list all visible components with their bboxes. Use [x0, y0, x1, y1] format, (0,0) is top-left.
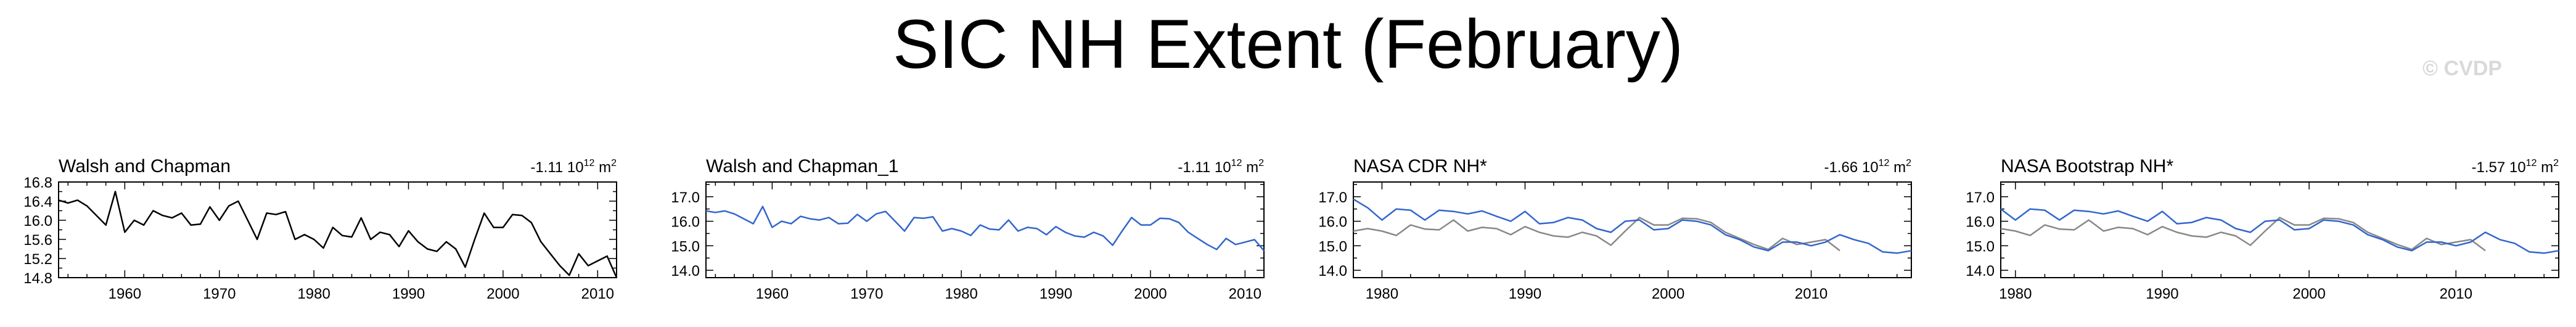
- y-tick-label: 15.2: [23, 251, 52, 268]
- trend-label: -1.57 1012 m2: [2472, 158, 2559, 176]
- x-tick-label: 2010: [1795, 286, 1827, 302]
- y-tick-label: 17.0: [671, 189, 700, 206]
- x-tick-label: 2000: [1652, 286, 1684, 302]
- y-tick-label: 14.0: [1966, 263, 1995, 279]
- chart-panel-3: NASA CDR NH* -1.66 1012 m2 1980 1990 2000 201…: [1318, 156, 1912, 302]
- chart-title: NASA CDR NH*: [1353, 156, 1487, 176]
- x-tick-label: 1960: [109, 286, 141, 302]
- y-tick-label: 16.0: [671, 214, 700, 231]
- trend-label: -1.11 1012 m2: [530, 158, 617, 176]
- y-tick-label: 15.0: [671, 238, 700, 255]
- x-tick-label: 1990: [1509, 286, 1541, 302]
- y-tick-label: 16.0: [1966, 214, 1995, 231]
- y-tick-label: 17.0: [1318, 189, 1347, 206]
- x-tick-label: 1980: [945, 286, 977, 302]
- chart-panel-1: Walsh and Chapman -1.11 1012 m2 1960 1970 19…: [23, 156, 618, 302]
- chart-panel-2: Walsh and Chapman_1 -1.11 1012 m2 1960 1970…: [671, 156, 1265, 302]
- series-line-2: [2000, 208, 2559, 254]
- x-tick-label: 2000: [486, 286, 519, 302]
- plot-frame: [1353, 181, 1912, 278]
- x-tick-label: 2010: [1229, 286, 1261, 302]
- x-tick-label: 1980: [1366, 286, 1398, 302]
- watermark: © CVDP: [2422, 57, 2502, 80]
- trend-label: -1.11 1012 m2: [1178, 158, 1264, 176]
- y-tick-label: 15.0: [1966, 238, 1995, 255]
- plot-frame: [58, 181, 617, 278]
- y-tick-label: 15.0: [1318, 238, 1347, 255]
- series-line-1: [58, 191, 618, 278]
- x-tick-label: 1960: [756, 286, 789, 302]
- plot-frame: [705, 181, 1265, 278]
- series-line-1: [705, 205, 1265, 252]
- y-tick-label: 14.8: [23, 270, 52, 287]
- chart-title: Walsh and Chapman: [59, 156, 231, 176]
- y-tick-label: 15.6: [23, 232, 52, 249]
- plot-frame: [2000, 181, 2559, 278]
- series-line-2: [1353, 198, 1912, 254]
- x-tick-label: 2000: [1134, 286, 1167, 302]
- series-line-1: [1353, 217, 1840, 252]
- x-tick-label: 1980: [297, 286, 330, 302]
- chart-title: NASA Bootstrap NH*: [2001, 156, 2173, 176]
- y-tick-label: 16.4: [23, 194, 52, 210]
- trend-label: -1.66 1012 m2: [1824, 158, 1912, 176]
- x-tick-label: 1970: [850, 286, 883, 302]
- x-tick-label: 1990: [1040, 286, 1072, 302]
- series-line-1: [2000, 217, 2486, 252]
- x-tick-label: 1970: [203, 286, 236, 302]
- x-tick-label: 2000: [2292, 286, 2325, 302]
- x-tick-label: 2010: [581, 286, 614, 302]
- x-tick-label: 1980: [1999, 286, 2032, 302]
- y-tick-label: 16.0: [23, 213, 52, 230]
- y-tick-label: 14.0: [1318, 263, 1347, 279]
- x-tick-label: 1990: [392, 286, 425, 302]
- y-tick-label: 14.0: [671, 263, 700, 279]
- y-tick-label: 16.8: [23, 175, 52, 191]
- y-tick-label: 17.0: [1966, 189, 1995, 206]
- x-tick-label: 1990: [2146, 286, 2178, 302]
- chart-panel-4: NASA Bootstrap NH* -1.57 1012 m2 1980 1990 2…: [1966, 156, 2559, 302]
- x-tick-label: 2010: [2440, 286, 2472, 302]
- page-title: SIC NH Extent (February): [892, 6, 1684, 83]
- chart-title: Walsh and Chapman_1: [706, 156, 898, 176]
- y-tick-label: 16.0: [1318, 214, 1347, 231]
